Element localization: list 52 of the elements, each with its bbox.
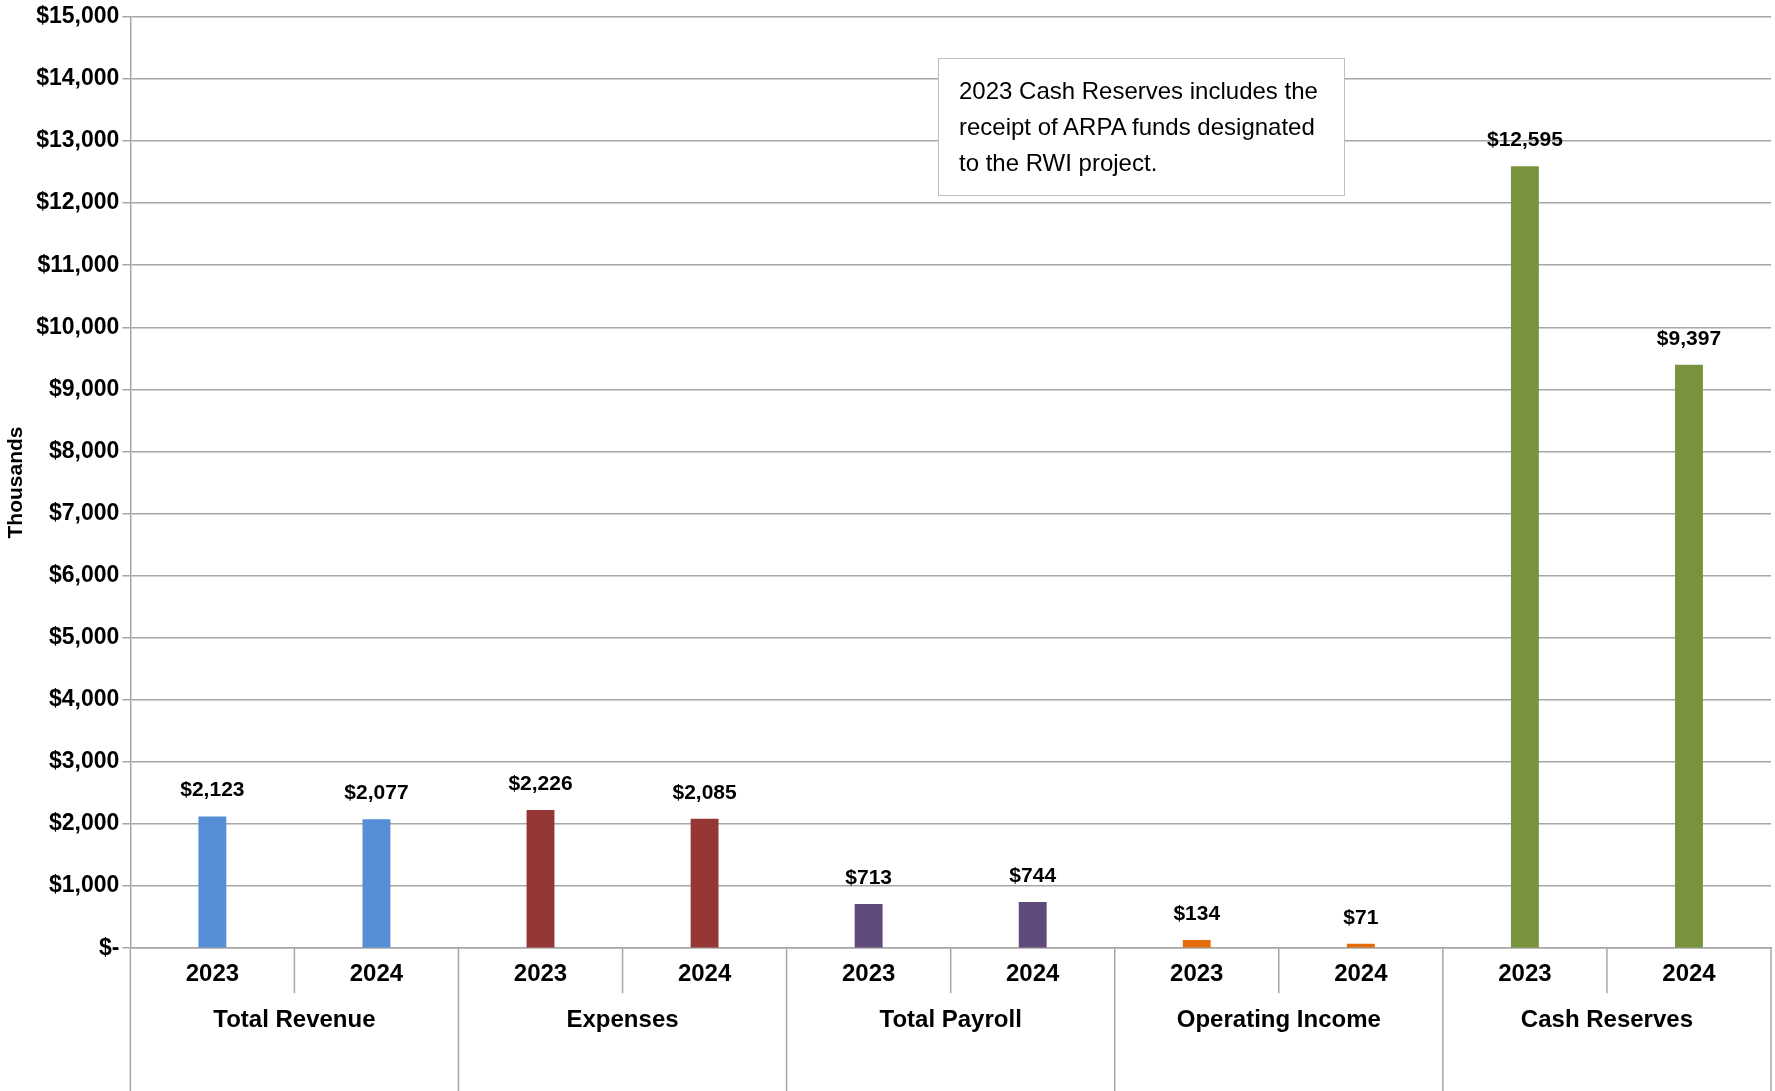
y-tick-label: $- [98,933,120,960]
y-tick-label: $2,000 [48,809,120,836]
y-tick-label: $6,000 [48,560,120,587]
x-tick-label: 2024 [1334,959,1389,987]
bar [1675,364,1703,948]
y-tick-label: $1,000 [48,871,120,898]
data-label: $2,123 [180,777,245,801]
x-tick-label: 2023 [1170,959,1224,987]
y-tick-label: $13,000 [36,126,120,153]
data-label: $71 [1343,904,1379,928]
text: Total Payroll [879,1004,1022,1032]
data-label: $744 [1009,862,1057,886]
y-tick-label: $4,000 [48,685,120,712]
y-tick-label: $8,000 [48,436,120,463]
bar [198,816,227,948]
bar [690,818,719,948]
y-tick-label: $10,000 [36,312,120,339]
bar [526,809,555,948]
y-tick-label: $12,000 [36,188,120,215]
data-label: $12,595 [1486,126,1564,150]
y-tick-label: $15,000 [36,2,120,29]
text: Operating Income [1176,1004,1381,1032]
x-tick-label: 2023 [185,959,240,987]
x-tick-label: 2024 [1662,959,1717,987]
y-axis-title: Thousands [3,426,27,539]
y-tick-label: $14,000 [36,64,120,91]
x-tick-label: 2024 [677,959,732,987]
x-tick-label: 2023 [513,959,568,987]
y-tick-label: $9,000 [48,374,120,401]
text: Cash Reserves [1520,1004,1693,1032]
text: Total Revenue [213,1004,376,1032]
y-tick-label: $5,000 [48,623,120,650]
data-label: $2,077 [344,780,409,804]
bar [854,903,883,948]
data-label: $2,226 [508,770,573,794]
annotation: 2023 Cash Reserves includes the receipt of ARPA funds designated to the RWI project. [938,58,1345,196]
data-label: $134 [1173,900,1221,924]
x-tick-label: 2023 [841,959,896,987]
y-tick-label: $7,000 [48,498,120,525]
bar [1018,902,1047,948]
y-tick-label: $3,000 [48,747,120,774]
y-tick-label: $11,000 [37,250,120,277]
text: Expenses [566,1004,679,1032]
bar [1182,939,1211,948]
data-label: $713 [845,864,892,888]
bar [1510,166,1539,948]
x-tick-label: 2024 [349,959,404,987]
bar [362,819,391,948]
x-tick-label: 2023 [1498,959,1552,987]
data-label: $2,085 [672,779,737,803]
data-label: $9,397 [1656,325,1722,349]
x-tick-label: 2024 [1006,959,1061,987]
